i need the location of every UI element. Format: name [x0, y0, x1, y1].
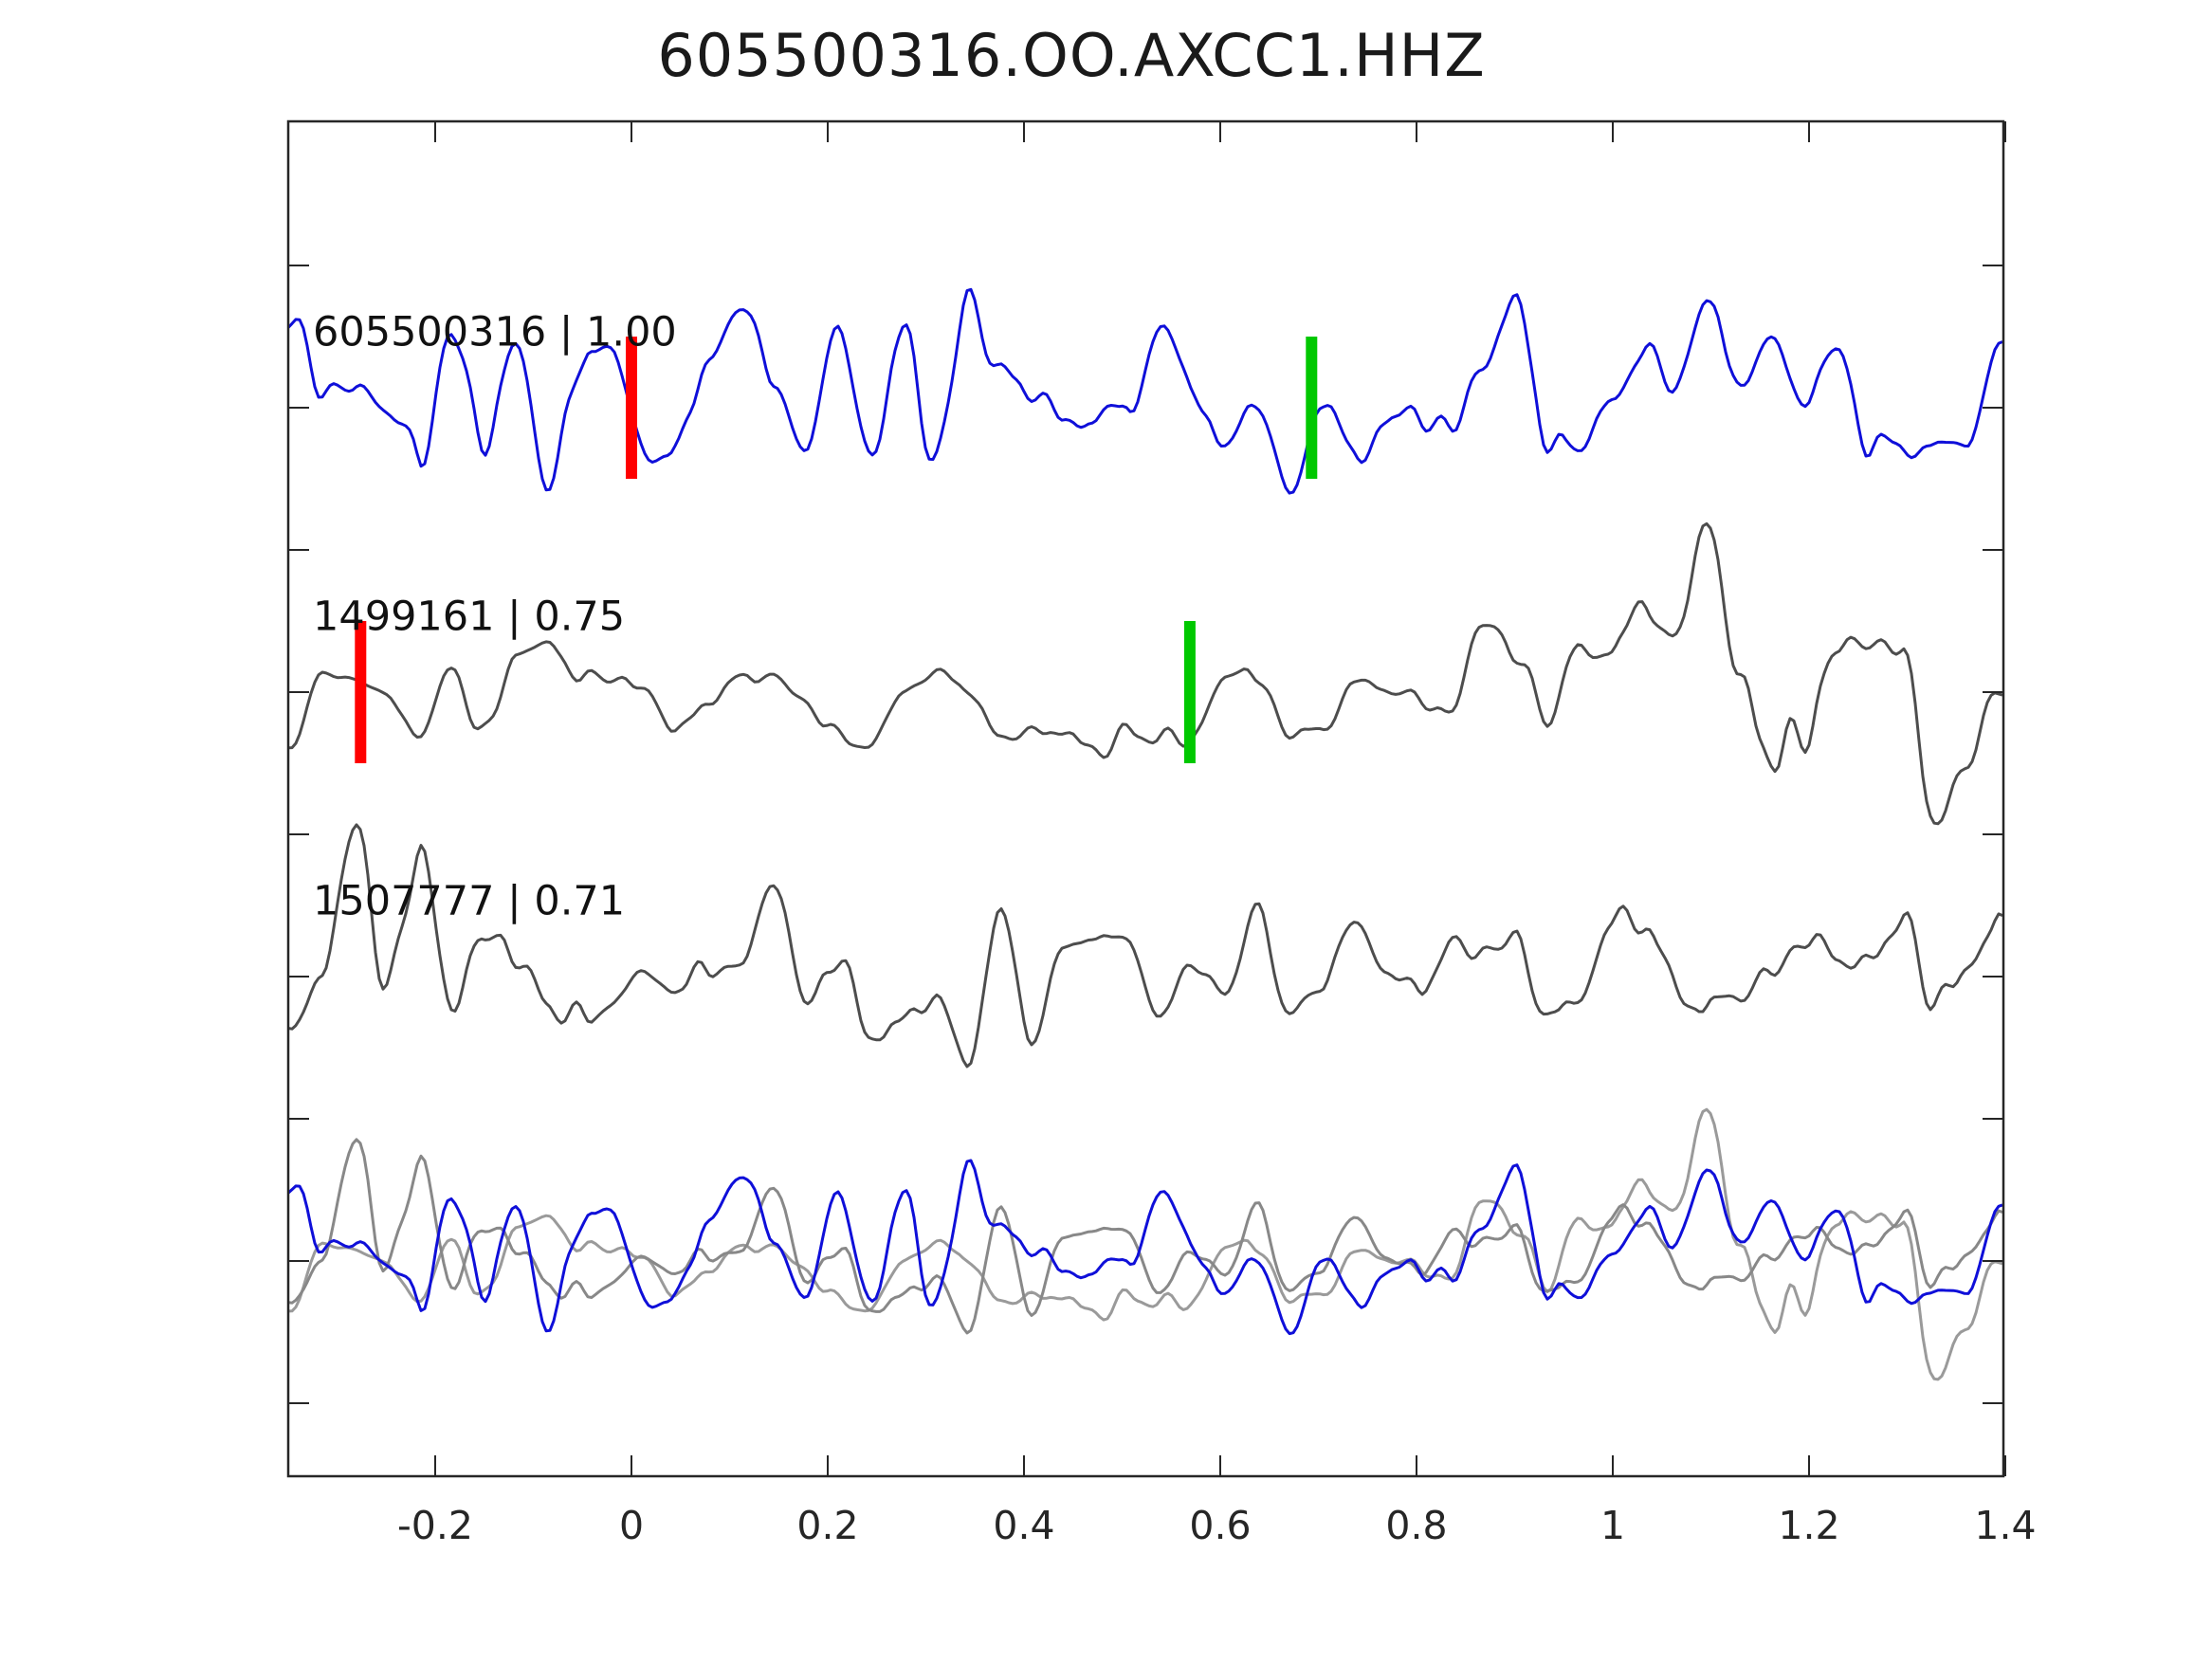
- trace-label-1507777: 1507777 | 0.71: [313, 878, 625, 925]
- green-pick-marker: [1183, 621, 1196, 763]
- trace-label-605500316: 605500316 | 1.00: [313, 309, 677, 356]
- overlay-trace-605500316-waveform: [288, 1159, 2003, 1336]
- red-pick-marker: [626, 337, 637, 479]
- x-tick-label: 0.6: [1189, 1503, 1251, 1548]
- overlay-trace-1499161-waveform: [288, 1107, 2003, 1381]
- x-tick-label: 1.4: [1974, 1503, 2036, 1548]
- green-pick-marker: [1306, 337, 1318, 479]
- x-tick-label: -0.2: [397, 1503, 473, 1548]
- x-tick-label: 0: [619, 1503, 644, 1548]
- chart-title: 605500316.OO.AXCC1.HHZ: [657, 21, 1486, 90]
- trace-605500316-waveform: [288, 287, 2003, 495]
- plot-border: [286, 119, 2005, 1478]
- trace-1499161-waveform: [288, 521, 2003, 826]
- x-tick-label: 0.2: [796, 1503, 858, 1548]
- trace-1507777-waveform: [288, 823, 2003, 1069]
- trace-label-1499161: 1499161 | 0.75: [313, 594, 625, 641]
- x-tick-label: 1.2: [1778, 1503, 1839, 1548]
- x-tick-label: 0.4: [993, 1503, 1054, 1548]
- x-tick-label: 0.8: [1385, 1503, 1447, 1548]
- overlay-trace-1507777-waveform: [288, 1138, 2003, 1335]
- x-tick-label: 1: [1600, 1503, 1625, 1548]
- red-pick-marker: [355, 621, 367, 763]
